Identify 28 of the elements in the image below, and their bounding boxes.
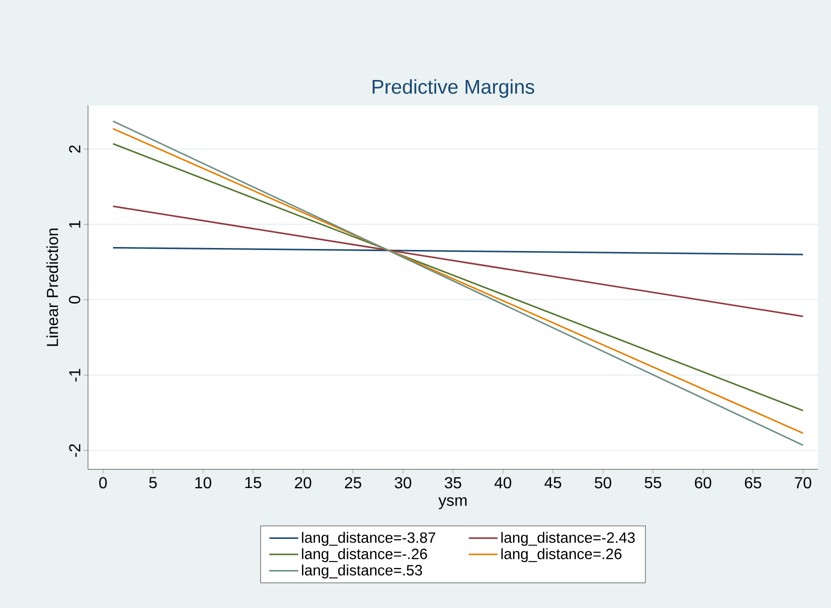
x-tick-label: 45: [544, 477, 562, 488]
x-tick-label: 40: [494, 477, 512, 488]
x-tick-label: 50: [594, 477, 612, 488]
y-tick-label: 1: [69, 220, 80, 228]
x-tick-label: 5: [149, 477, 157, 488]
y-tick-label: 2: [69, 145, 80, 153]
y-tick-label: 0: [68, 296, 80, 304]
y-tick-label: -2: [69, 444, 80, 457]
x-tick-label: 60: [694, 477, 712, 488]
legend-label: lang_distance=-3.87: [302, 532, 436, 546]
x-tick-label: 20: [294, 477, 312, 488]
x-tick-label: 25: [344, 477, 362, 488]
x-tick-label: 10: [195, 477, 212, 488]
x-tick-label: 30: [394, 477, 412, 488]
x-tick-label: 15: [245, 477, 262, 488]
x-axis-title: ysm: [438, 497, 467, 510]
x-tick-label: 35: [444, 477, 462, 488]
y-tick-label: -1: [69, 368, 80, 382]
x-tick-label: 55: [644, 477, 662, 488]
chart-title: Predictive Margins: [372, 79, 534, 98]
x-tick-label: 70: [794, 477, 812, 488]
x-tick-label: 65: [744, 477, 762, 488]
legend-label: lang_distance=-.26: [302, 548, 428, 562]
legend-label: lang_distance=.26: [501, 548, 622, 562]
y-axis-title: Linear Prediction: [46, 228, 58, 346]
legend-label: lang_distance=-2.43: [501, 532, 635, 546]
legend-label: lang_distance=.53: [302, 564, 422, 578]
x-tick-label: 0: [99, 477, 107, 488]
